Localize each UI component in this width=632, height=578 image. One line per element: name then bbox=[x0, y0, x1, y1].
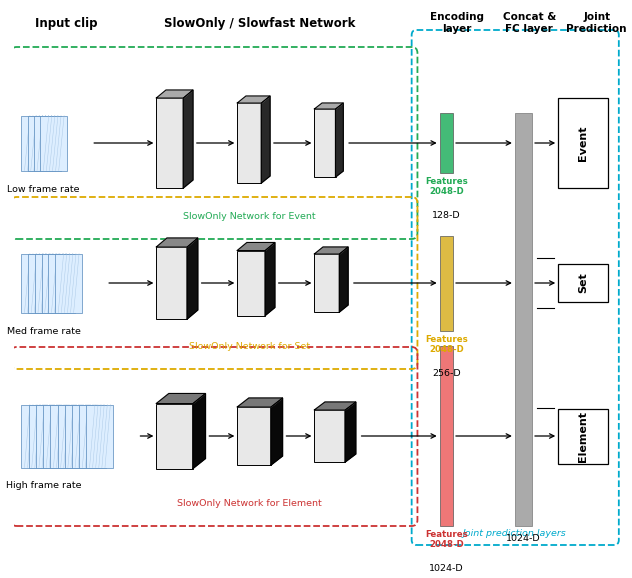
Polygon shape bbox=[156, 403, 193, 469]
Bar bbox=[558, 264, 608, 302]
Text: 1024-D: 1024-D bbox=[506, 534, 541, 543]
Polygon shape bbox=[336, 103, 343, 177]
Polygon shape bbox=[237, 243, 275, 250]
Polygon shape bbox=[339, 247, 348, 312]
Text: Features
2048-D: Features 2048-D bbox=[425, 177, 468, 197]
Text: Joint
Prediction: Joint Prediction bbox=[566, 12, 627, 34]
Bar bbox=[558, 98, 608, 188]
Text: SlowOnly Network for Element: SlowOnly Network for Element bbox=[178, 499, 322, 508]
Polygon shape bbox=[21, 116, 49, 171]
Polygon shape bbox=[193, 394, 205, 469]
Polygon shape bbox=[40, 116, 67, 171]
Polygon shape bbox=[28, 405, 56, 468]
Polygon shape bbox=[187, 238, 198, 319]
Text: Features
2048-D: Features 2048-D bbox=[425, 335, 468, 354]
Text: High frame rate: High frame rate bbox=[6, 481, 82, 491]
Polygon shape bbox=[156, 90, 193, 98]
Polygon shape bbox=[79, 405, 106, 468]
Polygon shape bbox=[58, 405, 85, 468]
Polygon shape bbox=[34, 116, 61, 171]
Text: Event: Event bbox=[578, 125, 588, 161]
Polygon shape bbox=[265, 243, 275, 316]
Text: 128-D: 128-D bbox=[432, 211, 461, 220]
Bar bbox=[440, 113, 453, 173]
Text: Element: Element bbox=[578, 410, 588, 461]
Text: Concat &
FC layer: Concat & FC layer bbox=[502, 12, 556, 34]
Text: Set: Set bbox=[578, 273, 588, 294]
Polygon shape bbox=[156, 247, 187, 319]
Polygon shape bbox=[237, 407, 271, 465]
Bar bbox=[440, 346, 453, 526]
Polygon shape bbox=[35, 254, 62, 313]
Polygon shape bbox=[237, 398, 283, 407]
Polygon shape bbox=[237, 250, 265, 316]
Text: Features
2048-D: Features 2048-D bbox=[425, 530, 468, 550]
Polygon shape bbox=[314, 247, 348, 254]
Bar bbox=[514, 113, 532, 526]
Text: Input clip: Input clip bbox=[35, 17, 98, 29]
Text: Encoding
layer: Encoding layer bbox=[430, 12, 484, 34]
Bar bbox=[440, 235, 453, 331]
Polygon shape bbox=[51, 405, 77, 468]
Polygon shape bbox=[21, 254, 49, 313]
Polygon shape bbox=[237, 96, 270, 103]
Polygon shape bbox=[314, 410, 345, 462]
Polygon shape bbox=[156, 98, 183, 188]
Polygon shape bbox=[314, 254, 339, 312]
Polygon shape bbox=[21, 405, 49, 468]
Polygon shape bbox=[42, 254, 69, 313]
Text: Joint prediction layers: Joint prediction layers bbox=[463, 528, 567, 538]
Text: Med frame rate: Med frame rate bbox=[7, 327, 80, 335]
Polygon shape bbox=[72, 405, 99, 468]
Polygon shape bbox=[345, 402, 356, 462]
Polygon shape bbox=[314, 103, 343, 109]
Text: SlowOnly Network for Set: SlowOnly Network for Set bbox=[189, 342, 310, 351]
Polygon shape bbox=[55, 254, 82, 313]
Polygon shape bbox=[271, 398, 283, 465]
Text: Low frame rate: Low frame rate bbox=[8, 184, 80, 194]
Text: SlowOnly / Slowfast Network: SlowOnly / Slowfast Network bbox=[164, 17, 355, 29]
Polygon shape bbox=[65, 405, 92, 468]
Polygon shape bbox=[314, 402, 356, 410]
Polygon shape bbox=[87, 405, 114, 468]
Bar bbox=[558, 409, 608, 464]
Text: 256-D: 256-D bbox=[432, 369, 461, 377]
Text: 1024-D: 1024-D bbox=[429, 564, 464, 573]
Polygon shape bbox=[43, 405, 70, 468]
Polygon shape bbox=[314, 109, 336, 177]
Polygon shape bbox=[28, 254, 55, 313]
Polygon shape bbox=[36, 405, 63, 468]
Polygon shape bbox=[49, 254, 75, 313]
Polygon shape bbox=[262, 96, 270, 183]
Polygon shape bbox=[156, 394, 205, 403]
Polygon shape bbox=[156, 238, 198, 247]
Polygon shape bbox=[237, 103, 262, 183]
Polygon shape bbox=[183, 90, 193, 188]
Polygon shape bbox=[28, 116, 55, 171]
Text: SlowOnly Network for Event: SlowOnly Network for Event bbox=[183, 212, 316, 221]
